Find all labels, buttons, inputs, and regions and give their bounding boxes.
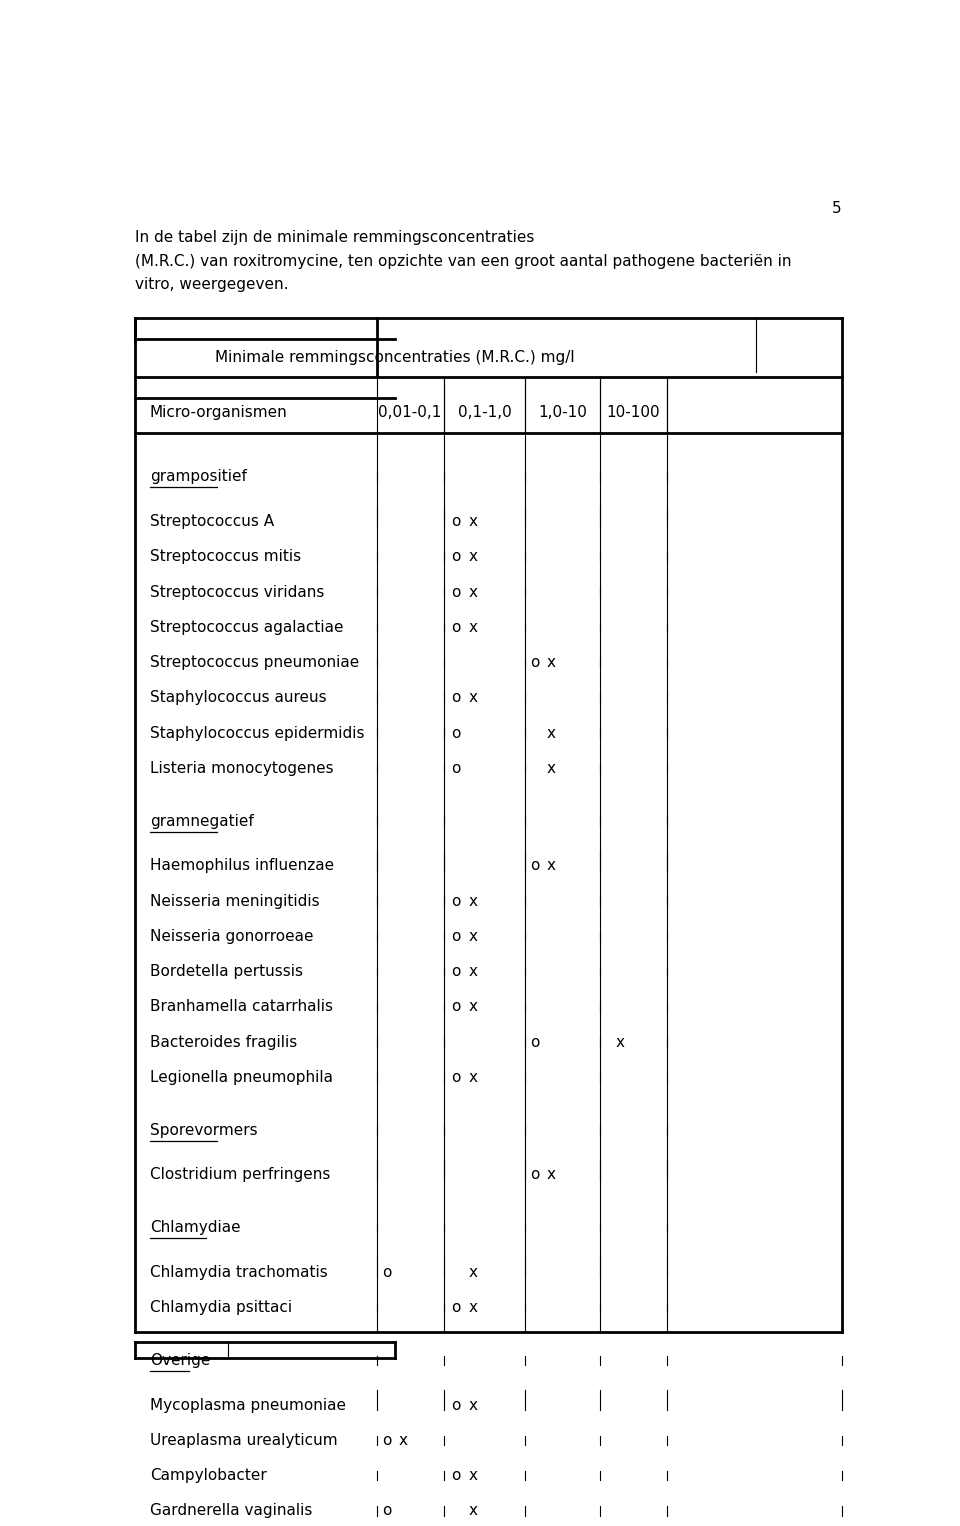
Text: x: x — [468, 1000, 477, 1015]
Text: o: o — [451, 1468, 461, 1483]
Text: o: o — [451, 929, 461, 943]
Text: o: o — [531, 1035, 540, 1050]
Text: x: x — [468, 1503, 477, 1518]
Text: x: x — [468, 964, 477, 980]
Text: o: o — [451, 1300, 461, 1315]
Text: 1,0-10: 1,0-10 — [539, 404, 588, 420]
Text: Bordetella pertussis: Bordetella pertussis — [150, 964, 302, 980]
Text: Neisseria gonorroeae: Neisseria gonorroeae — [150, 929, 313, 943]
Text: x: x — [468, 1265, 477, 1280]
Text: Clostridium perfringens: Clostridium perfringens — [150, 1167, 330, 1183]
Text: o: o — [382, 1503, 391, 1518]
Text: Gardnerella vaginalis: Gardnerella vaginalis — [150, 1503, 312, 1518]
Text: x: x — [468, 620, 477, 635]
Text: Campylobacter: Campylobacter — [150, 1468, 267, 1483]
Text: o: o — [451, 894, 461, 908]
Text: Streptococcus pneumoniae: Streptococcus pneumoniae — [150, 655, 359, 670]
Text: o: o — [451, 1398, 461, 1413]
Text: x: x — [547, 858, 556, 873]
Text: o: o — [451, 761, 461, 775]
Text: Legionella pneumophila: Legionella pneumophila — [150, 1070, 333, 1085]
Text: Overige: Overige — [150, 1354, 210, 1367]
Text: o: o — [451, 1000, 461, 1015]
Text: vitro, weergegeven.: vitro, weergegeven. — [134, 278, 288, 291]
Text: x: x — [615, 1035, 624, 1050]
Text: o: o — [451, 514, 461, 530]
Text: gramnegatief: gramnegatief — [150, 813, 253, 829]
Text: o: o — [451, 584, 461, 600]
Text: o: o — [451, 1070, 461, 1085]
Text: Streptococcus agalactiae: Streptococcus agalactiae — [150, 620, 344, 635]
Text: 10-100: 10-100 — [607, 404, 660, 420]
Text: o: o — [382, 1433, 391, 1448]
Text: o: o — [451, 690, 461, 705]
Text: x: x — [468, 584, 477, 600]
Text: x: x — [468, 690, 477, 705]
Text: Chlamydia psittaci: Chlamydia psittaci — [150, 1300, 292, 1315]
Text: Chlamydiae: Chlamydiae — [150, 1221, 240, 1235]
Text: Staphylococcus aureus: Staphylococcus aureus — [150, 690, 326, 705]
Text: x: x — [468, 894, 477, 908]
Text: x: x — [468, 1398, 477, 1413]
Text: Micro-organismen: Micro-organismen — [150, 404, 287, 420]
Text: Bacteroides fragilis: Bacteroides fragilis — [150, 1035, 297, 1050]
Text: Streptococcus viridans: Streptococcus viridans — [150, 584, 324, 600]
Text: x: x — [547, 761, 556, 775]
Text: o: o — [451, 549, 461, 565]
Text: x: x — [547, 725, 556, 740]
Text: x: x — [468, 929, 477, 943]
Text: Ureaplasma urealyticum: Ureaplasma urealyticum — [150, 1433, 337, 1448]
Text: x: x — [547, 1167, 556, 1183]
Text: Branhamella catarrhalis: Branhamella catarrhalis — [150, 1000, 333, 1015]
Text: x: x — [468, 514, 477, 530]
Text: Sporevormers: Sporevormers — [150, 1123, 257, 1138]
Text: o: o — [451, 725, 461, 740]
Text: Haemophilus influenzae: Haemophilus influenzae — [150, 858, 334, 873]
Text: Neisseria meningitidis: Neisseria meningitidis — [150, 894, 320, 908]
Text: Mycoplasma pneumoniae: Mycoplasma pneumoniae — [150, 1398, 346, 1413]
Text: 0,01-0,1: 0,01-0,1 — [378, 404, 442, 420]
Text: o: o — [531, 1167, 540, 1183]
Text: Streptococcus mitis: Streptococcus mitis — [150, 549, 300, 565]
Text: x: x — [468, 1300, 477, 1315]
Text: x: x — [468, 549, 477, 565]
Text: 0,1-1,0: 0,1-1,0 — [458, 404, 512, 420]
Text: o: o — [531, 655, 540, 670]
Text: o: o — [382, 1265, 391, 1280]
Text: (M.R.C.) van roxitromycine, ten opzichte van een groot aantal pathogene bacterië: (M.R.C.) van roxitromycine, ten opzichte… — [134, 253, 791, 269]
Text: o: o — [451, 964, 461, 980]
Text: x: x — [398, 1433, 407, 1448]
Text: Staphylococcus epidermidis: Staphylococcus epidermidis — [150, 725, 364, 740]
Text: x: x — [468, 1070, 477, 1085]
Text: grampositief: grampositief — [150, 470, 247, 484]
Text: x: x — [468, 1468, 477, 1483]
Text: Chlamydia trachomatis: Chlamydia trachomatis — [150, 1265, 327, 1280]
Text: o: o — [451, 620, 461, 635]
Text: 5: 5 — [832, 201, 842, 215]
Text: x: x — [547, 655, 556, 670]
Text: Minimale remmingsconcentraties (M.R.C.) mg/l: Minimale remmingsconcentraties (M.R.C.) … — [215, 349, 575, 365]
Text: Listeria monocytogenes: Listeria monocytogenes — [150, 761, 333, 775]
Text: o: o — [531, 858, 540, 873]
Text: Streptococcus A: Streptococcus A — [150, 514, 274, 530]
Text: In de tabel zijn de minimale remmingsconcentraties: In de tabel zijn de minimale remmingscon… — [134, 230, 535, 246]
